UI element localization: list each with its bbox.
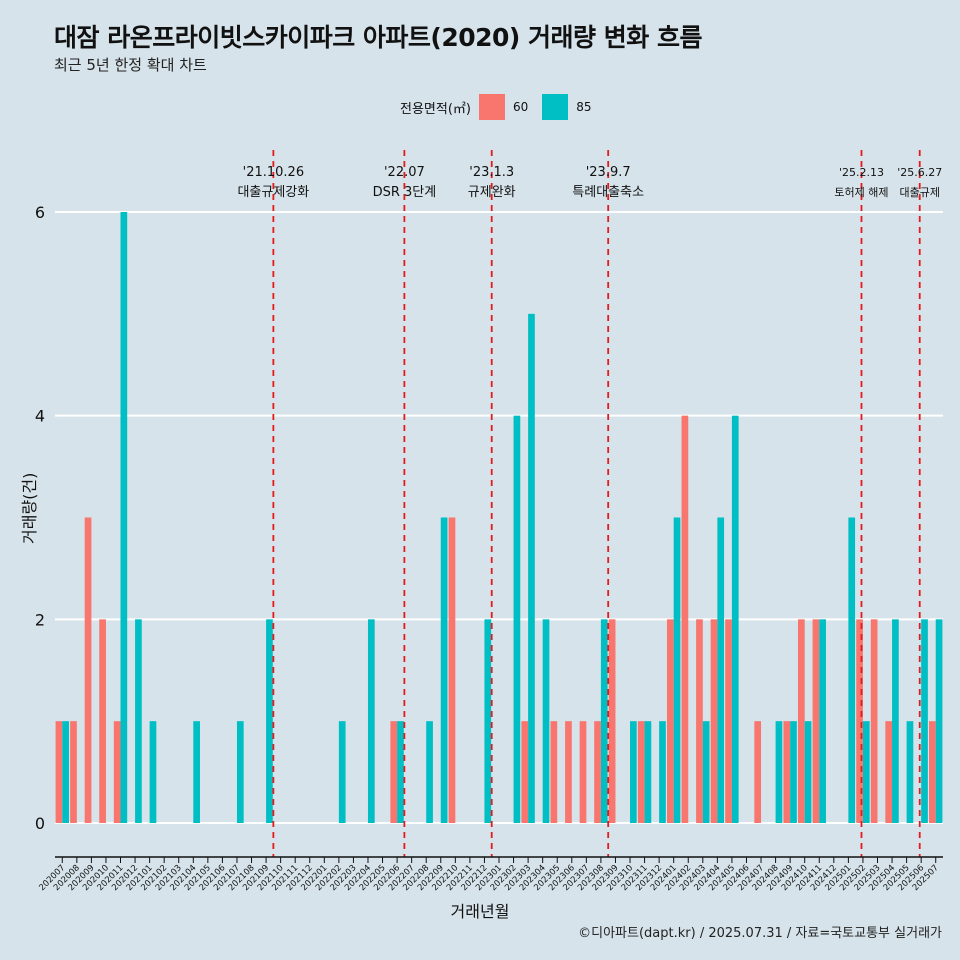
- bar-60-202403: [696, 619, 703, 823]
- event-date-label: '23.9.7: [586, 165, 631, 180]
- bar-60-202308: [594, 721, 601, 823]
- event-date-label: '25.2.13: [839, 166, 884, 179]
- bar-60-202504: [885, 721, 893, 823]
- legend-swatch-60: [478, 94, 505, 120]
- event-date-label: '22.07: [384, 165, 425, 180]
- event-date-label: '23.1.3: [469, 165, 514, 180]
- bar-85-202303: [528, 313, 535, 823]
- y-tick-label: 0: [35, 814, 45, 833]
- bar-85-202311: [644, 721, 652, 823]
- bar-85-202312: [659, 721, 666, 823]
- bar-60-202507: [929, 721, 936, 823]
- event-name-label: 대출규제강화: [237, 185, 309, 200]
- legend-title: 전용면적(㎡): [400, 101, 471, 117]
- bar-60-202402: [681, 415, 689, 823]
- bar-85-202101: [149, 721, 157, 823]
- legend-label-60: 60: [512, 100, 529, 114]
- bar-60-202306: [565, 721, 572, 823]
- bar-60-202011: [113, 721, 121, 823]
- bar-60-202210: [448, 517, 456, 823]
- legend-swatch-85: [542, 94, 569, 120]
- bar-60-202404: [710, 619, 718, 823]
- bar-85-202109: [266, 619, 273, 823]
- chart-subtitle: 최근 5년 한정 확대 차트: [54, 56, 207, 74]
- bar-60-202410: [798, 619, 805, 823]
- bar-60-202411: [812, 619, 820, 823]
- bar-60-202307: [579, 721, 587, 823]
- bar-60-202008: [70, 721, 77, 823]
- event-name-label: 특례대출축소: [572, 185, 644, 200]
- chart-title: 대잠 라온프라이빗스카이파크 아파트(2020) 거래량 변화 흐름: [54, 23, 702, 52]
- event-name-label: 토허제 해제: [834, 185, 888, 199]
- bar-85-202012: [135, 619, 142, 823]
- bar-85-202209: [440, 517, 448, 823]
- bar-60-202007: [55, 721, 63, 823]
- bar-85-202502: [862, 721, 870, 823]
- bar-60-202309: [608, 619, 616, 823]
- bar-60-202407: [754, 721, 762, 823]
- legend-label-85: 85: [576, 100, 592, 114]
- bar-85-202506: [921, 619, 928, 823]
- bar-85-202204: [367, 619, 375, 823]
- bar-60-202206: [390, 721, 398, 823]
- bar-85-202410: [804, 721, 812, 823]
- bar-85-202405: [731, 415, 739, 823]
- bar-85-202507: [935, 619, 943, 823]
- bar-60-202009: [84, 517, 92, 823]
- bar-85-202208: [426, 721, 433, 823]
- bar-85-202403: [702, 721, 710, 823]
- bar-85-202304: [542, 619, 550, 823]
- source-caption: ©디아파트(dapt.kr) / 2025.07.31 / 자료=국토교통부 실…: [578, 926, 942, 941]
- bar-85-202302: [513, 415, 521, 823]
- bar-60-202401: [666, 619, 674, 823]
- bar-85-202401: [673, 517, 681, 823]
- bar-85-202107: [236, 721, 244, 823]
- bar-60-202010: [99, 619, 106, 823]
- event-date-label: '25.6.27: [897, 166, 942, 179]
- event-name-label: DSR 3단계: [373, 185, 437, 200]
- bar-60-202502: [856, 619, 863, 823]
- bar-85-202206: [397, 721, 404, 823]
- y-tick-label: 4: [35, 407, 45, 426]
- bar-85-202011: [120, 212, 128, 823]
- y-tick-label: 2: [35, 610, 45, 629]
- bar-85-202408: [775, 721, 783, 823]
- legend: 전용면적(㎡) 60 85: [400, 94, 598, 120]
- event-name-label: 규제완화: [468, 185, 516, 200]
- bar-85-202501: [848, 517, 856, 823]
- bar-60-202311: [637, 721, 645, 823]
- bar-60-202409: [783, 721, 791, 823]
- y-tick-label: 6: [35, 203, 45, 222]
- event-date-label: '21.10.26: [243, 165, 304, 180]
- bar-85-202007: [62, 721, 69, 823]
- bar-85-202505: [906, 721, 914, 823]
- x-axis-label: 거래년월: [450, 902, 510, 921]
- bar-60-202305: [550, 721, 558, 823]
- bar-60-202503: [870, 619, 878, 823]
- bar-60-202303: [521, 721, 529, 823]
- bar-60-202405: [725, 619, 732, 823]
- y-axis-label: 거래량(건): [20, 472, 39, 544]
- bar-85-202310: [630, 721, 637, 823]
- bar-85-202404: [717, 517, 725, 823]
- bar-85-202308: [600, 619, 608, 823]
- bar-85-202212: [484, 619, 492, 823]
- bar-85-202411: [819, 619, 826, 823]
- bar-85-202202: [338, 721, 346, 823]
- bar-85-202104: [193, 721, 200, 823]
- bar-85-202409: [790, 721, 797, 823]
- event-name-label: 대출규제: [899, 186, 939, 199]
- bar-85-202504: [892, 619, 899, 823]
